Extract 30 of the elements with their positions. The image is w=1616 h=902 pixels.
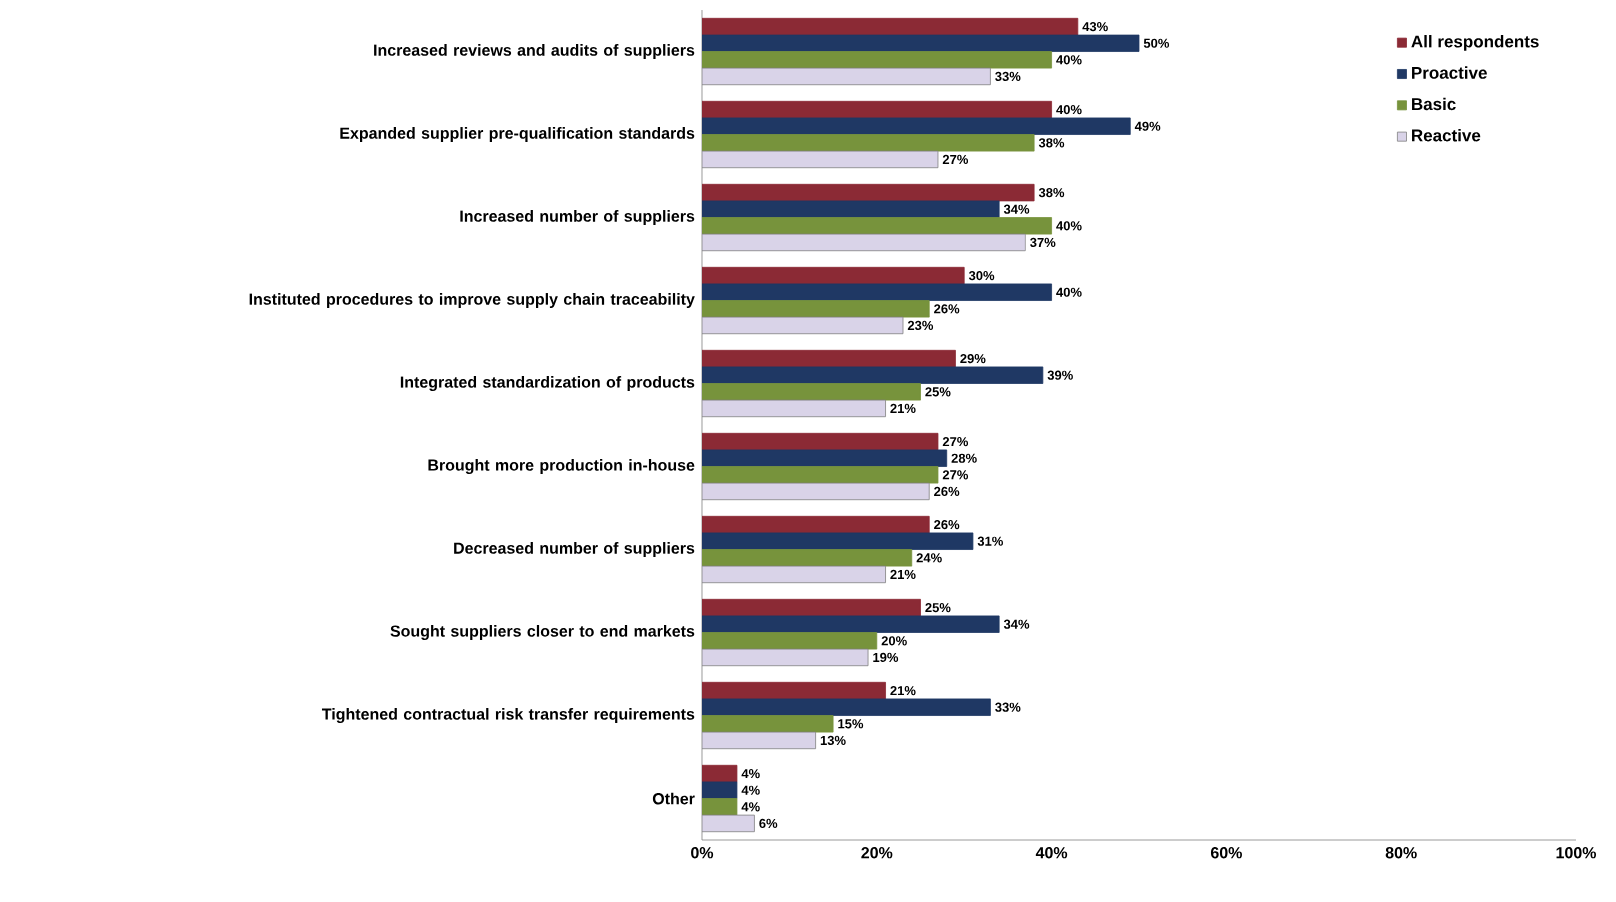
x-tick-label: 80%: [1385, 847, 1417, 859]
x-tick-label: 20%: [861, 847, 893, 859]
legend-label: Proactive: [1412, 66, 1487, 79]
y-tick-label: Increased reviews and audits of suppliers: [374, 44, 695, 59]
bar: [701, 34, 1140, 52]
bar: [701, 698, 991, 716]
bar: [701, 449, 948, 467]
bar: [701, 366, 1044, 384]
legend-label: All respondents: [1411, 35, 1539, 51]
legend-label: Basic: [1412, 97, 1456, 111]
x-tick-label: 0%: [691, 847, 714, 859]
y-tick-label: Tightened contractual risk transfer requirements: [321, 708, 695, 723]
bar: [701, 117, 1131, 135]
y-tick-label: Brought more production in-house: [428, 459, 695, 475]
x-tick-label: 100%: [1556, 847, 1597, 859]
bar: [701, 615, 1000, 633]
y-tick-label: Instituted procedures to improve supply chain traceability: [249, 293, 695, 308]
x-tick-label: 60%: [1210, 847, 1242, 859]
x-tick-label: 40%: [1035, 847, 1068, 859]
y-tick-label: Integrated standardization of products: [400, 376, 695, 392]
bar: [701, 283, 1052, 301]
bar: [701, 781, 738, 799]
y-tick-label: Sought suppliers closer to end markets: [390, 625, 695, 640]
y-tick-label: Expanded supplier pre-qualification standards: [340, 127, 695, 142]
legend-label: Reactive: [1412, 128, 1481, 142]
bar: [701, 532, 974, 550]
bar: [701, 200, 1000, 218]
y-tick-label: Increased number of suppliers: [460, 210, 695, 225]
y-tick-label: Other: [652, 792, 695, 805]
y-tick-label: Decreased number of suppliers: [454, 542, 695, 557]
